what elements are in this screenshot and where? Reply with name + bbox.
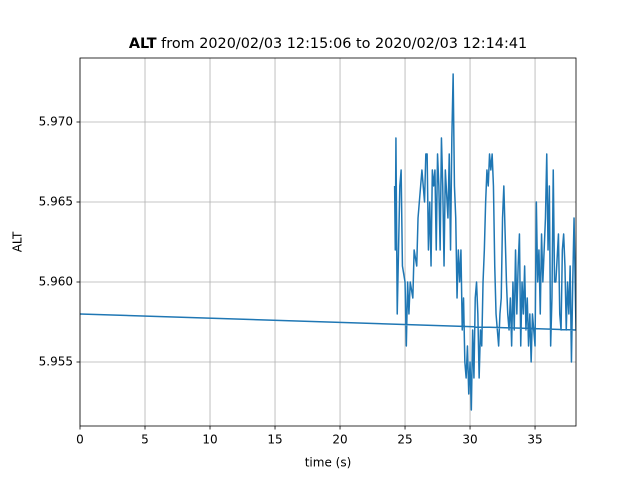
title-variable: ALT	[129, 36, 157, 52]
y-tick-label: 5.965	[39, 195, 73, 209]
plot-frame	[79, 57, 577, 427]
x-tick-label: 35	[527, 433, 542, 447]
x-tick-label: 15	[267, 433, 282, 447]
y-tick-label: 5.960	[39, 275, 73, 289]
title-text: from 2020/02/03 12:15:06 to 2020/02/03 1…	[161, 36, 527, 52]
x-tick-label: 0	[76, 433, 84, 447]
y-axis-label: ALT	[11, 231, 25, 252]
x-axis-label: time (s)	[305, 456, 352, 470]
x-tick-label: 5	[141, 433, 149, 447]
x-tick-label: 20	[332, 433, 347, 447]
data-line	[80, 73, 576, 411]
x-tick-label: 25	[397, 433, 412, 447]
y-tick-label: 5.955	[39, 355, 73, 369]
chart-title: ALT from 2020/02/03 12:15:06 to 2020/02/…	[129, 36, 527, 52]
x-tick-label: 10	[202, 433, 217, 447]
x-tick-label: 30	[462, 433, 477, 447]
y-tick-label: 5.970	[39, 115, 73, 129]
